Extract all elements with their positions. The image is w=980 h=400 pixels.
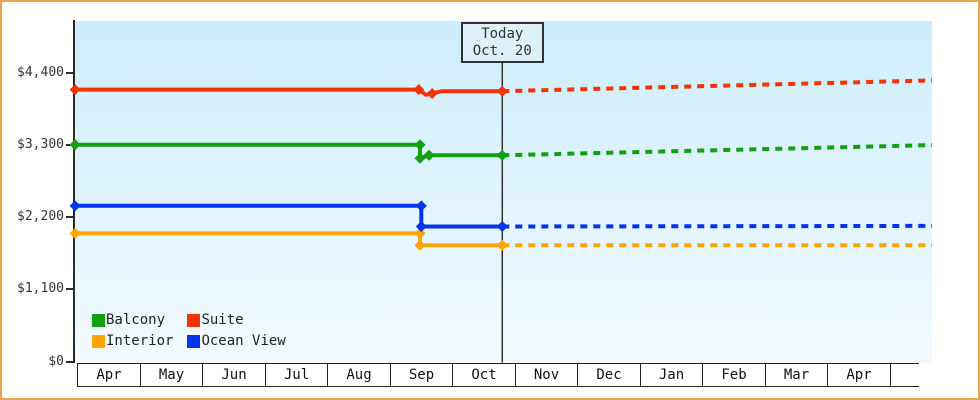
data-point-marker [415,221,427,233]
y-axis-tick-label: $0 [48,353,64,369]
legend-label: Balcony [106,312,166,328]
month-cell-jun-2: Jun [202,363,266,387]
data-point-marker [69,139,81,151]
data-point-marker [69,84,81,96]
today-date: Oct. 20 [472,42,532,59]
y-axis-tick [66,71,74,74]
y-axis-tick [66,360,74,363]
month-cell-may-1: May [139,363,204,387]
y-axis-tick-label: $2,200 [17,209,64,224]
data-point-marker [69,227,81,239]
y-axis-tick-label: $1,100 [17,281,64,297]
legend-item-balcony: Balcony [92,312,173,328]
month-cell-nov-7: Nov [514,363,579,387]
data-point-marker [415,200,427,212]
legend-item-ocean-view: Ocean View [187,333,286,349]
data-point-marker [496,221,508,233]
y-axis-line [73,20,75,363]
series-projection-ocean-view [502,223,933,229]
today-marker-box: Today Oct. 20 [460,22,544,63]
data-point-marker [423,149,435,161]
legend-item-suite: Suite [187,312,285,328]
data-point-marker [414,152,426,164]
data-point-marker [426,88,438,100]
series-line-interior [73,231,505,248]
series-projection-balcony [502,143,933,158]
series-line-suite [73,87,505,97]
month-cell-apr-0: Apr [77,363,141,387]
legend-label: Suite [201,312,244,328]
data-point-marker [414,139,426,151]
legend-swatch-icon [92,313,105,327]
y-axis-tick [66,288,74,291]
series-line-ocean-view [73,203,505,229]
month-cell-jan-9: Jan [639,363,704,387]
chart-legend: Balcony Suite Interior Ocean View [92,312,286,349]
series-line-balcony [73,142,505,161]
month-cell-mar-11: Mar [764,363,829,387]
today-label: Today [481,25,524,42]
month-cell-oct-6: Oct [452,363,516,387]
month-cell-partial [889,363,919,387]
legend-swatch-icon [92,334,105,348]
month-axis: Apr May Jun Jul Aug Sep Oct Nov Dec Jan Feb Mar Apr [77,363,919,387]
legend-swatch-icon [187,313,201,327]
legend-label: Interior [106,333,174,349]
y-axis-tick [66,216,74,218]
month-cell-aug-4: Aug [327,363,391,387]
series-projection-suite [502,78,933,94]
data-point-marker [496,239,508,251]
legend-swatch-icon [187,334,201,348]
month-cell-dec-8: Dec [577,363,641,387]
data-point-marker [413,84,425,96]
data-point-marker [496,149,508,161]
month-cell-apr-12: Apr [827,363,891,387]
y-axis-tick-label: $4,400 [17,64,64,80]
data-point-marker [69,200,81,212]
month-cell-sep-5: Sep [389,363,454,387]
data-point-marker [496,85,508,97]
month-cell-feb-10: Feb [702,363,766,387]
plot-area [75,21,932,363]
month-cell-jul-3: Jul [264,363,329,387]
legend-label: Ocean View [201,333,286,349]
data-point-marker [414,227,426,239]
y-axis-tick-label: $3,300 [17,136,64,152]
legend-item-interior: Interior [92,333,173,349]
data-point-marker [414,239,426,251]
